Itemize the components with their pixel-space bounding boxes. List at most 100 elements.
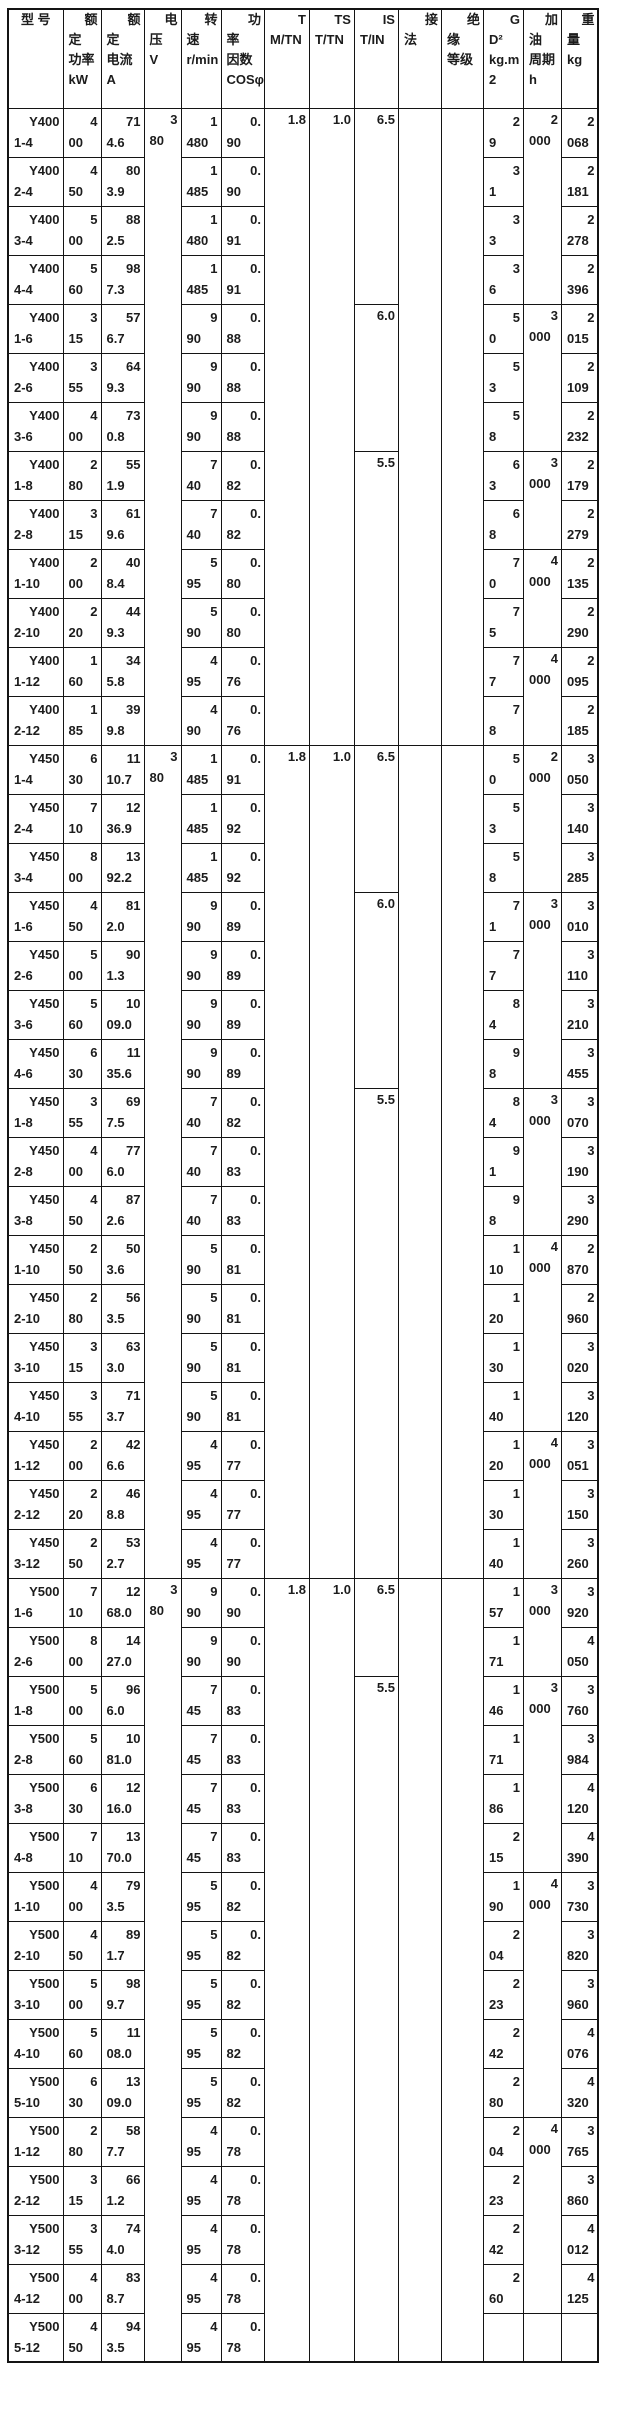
cell-current: 98 7.3 [100, 254, 145, 305]
cell-content: 12 16.0 [102, 1775, 143, 1819]
cell-line: 480 [186, 134, 209, 150]
cell-current: 94 3.5 [100, 2312, 145, 2363]
cell-line: 20 [488, 1457, 504, 1473]
cell-content: 7 10 [64, 795, 100, 839]
cell-current: 12 36.9 [100, 793, 145, 844]
cell-model: Y500 2-8 [7, 1724, 64, 1775]
cell-content: Y400 1-10 [9, 550, 62, 594]
cell-content: 2 20 [64, 1481, 100, 1525]
cell-content: 1 86 [484, 1775, 522, 1819]
cell-weight: 4 012 [560, 2214, 599, 2265]
cell-model: Y500 4-10 [7, 2018, 64, 2069]
cell-line: Y500 [29, 2122, 60, 2138]
cell-content: 61 9.6 [102, 501, 143, 545]
cell-line: 30 [68, 1065, 83, 1081]
cell-line: 140 [566, 820, 589, 836]
cell-weight: 2 870 [560, 1234, 599, 1285]
cell-line: 2-10 [14, 624, 41, 640]
cell-line: 2 [587, 113, 595, 129]
cell-content: 0. 83 [222, 1677, 263, 1721]
cell-line: 2-4 [14, 183, 33, 199]
cell-line: 6.6 [106, 1457, 125, 1473]
cell-model: Y500 3-10 [7, 1969, 64, 2020]
cell-content: 4 050 [562, 1628, 597, 1672]
cell-content: Y450 1-6 [9, 893, 62, 937]
cell-line: 4 [90, 2318, 98, 2334]
cell-line: 6 [488, 281, 497, 297]
table-row: Y500 5-12 4 50 94 3.5 4 95 0. 78 [7, 2312, 599, 2363]
cell-content: 7 40 [182, 1089, 220, 1133]
cell-content: 3 765 [562, 2118, 597, 2162]
cell-line: 58 [126, 2122, 141, 2138]
cell-line: 4-8 [14, 1849, 33, 1865]
cell-line: 0. [250, 1975, 261, 1991]
cell-power: 3 15 [62, 1332, 102, 1383]
cell-line: 80 [488, 2094, 504, 2110]
cell-line: 000 [528, 671, 551, 687]
cell-line: 5 [512, 309, 520, 325]
cell-line: 30 [488, 1359, 504, 1375]
cell-line: 77 [226, 1457, 241, 1473]
cell-line: 04 [488, 1947, 504, 1963]
cell-line: 00 [68, 575, 83, 591]
table-row: Y500 3-10 5 00 98 9.7 5 95 0. 82 2 23 3 960 [7, 1969, 599, 2020]
cell-line: 0. [250, 2171, 261, 2187]
cell-line: 95 [186, 1996, 201, 2012]
cell-cos: 0. 88 [220, 401, 265, 452]
cell-line: 87 [126, 1191, 141, 1207]
cell-line: 1 [512, 1436, 520, 1452]
cell-line: 2 [587, 456, 595, 472]
cell-power: 5 00 [62, 1675, 102, 1726]
cell-line: 1 [512, 1338, 520, 1354]
cell-line: 3 [587, 1338, 595, 1354]
cell-content: 5 60 [64, 2020, 100, 2064]
cell-line: 7.3 [106, 281, 125, 297]
cell-content: 8 00 [64, 844, 100, 888]
cell-line: 3 [550, 1091, 558, 1107]
cell-content: 2 232 [562, 403, 597, 447]
cell-gd2: 1 40 [482, 1528, 524, 1579]
cell-line: 00 [68, 232, 83, 248]
cell-line: 5 [210, 1387, 218, 1403]
cell-line: Y400 [29, 211, 60, 227]
cell-line: 290 [566, 624, 589, 640]
cell-line: 2-12 [14, 1506, 41, 1522]
cell-line: 82 [226, 2094, 241, 2110]
header-connection: 接法 [397, 8, 442, 109]
cell-content: 0. 88 [222, 403, 263, 447]
cell-line: 3 [488, 477, 497, 493]
cell-cos: 0. 80 [220, 597, 265, 648]
cell-line: 1-10 [14, 1261, 41, 1277]
cell-line: 2 [512, 2122, 520, 2138]
cell-content: 6 30 [64, 1775, 100, 1819]
cell-line: 000 [528, 769, 551, 785]
cell-speed: 4 95 [180, 1479, 222, 1530]
cell-line: 8.8 [106, 1506, 125, 1522]
cell-line: 1 [512, 1877, 520, 1893]
cell-power: 4 00 [62, 2263, 102, 2314]
cell-line: 9.6 [106, 526, 125, 542]
table-row: Y500 4-12 4 00 83 8.7 4 95 0. 78 2 60 4 125 [7, 2263, 599, 2314]
cell-line: 050 [566, 1653, 589, 1669]
table-row: Y450 3-4 8 00 13 92.2 1 485 0. 92 5 8 3 285 [7, 842, 599, 893]
cell-line: 64 [126, 358, 141, 374]
cell-content: 0. 78 [222, 2216, 263, 2260]
cell-speed: 1 485 [180, 156, 222, 207]
cell-line: 3.7 [106, 1408, 125, 1424]
cell-line: 765 [566, 2143, 589, 2159]
cell-line: 0. [250, 652, 261, 668]
cell-line: 1 [90, 652, 98, 668]
cell-content: 0. 78 [222, 2314, 263, 2358]
cell-line: 83 [126, 2269, 141, 2285]
table-row: Y500 4-8 7 10 13 70.0 7 45 0. 83 2 15 4 390 [7, 1822, 599, 1873]
cell-content: 2 20 [64, 599, 100, 643]
cell-cos: 0. 89 [220, 989, 265, 1040]
cell-ist-in: 6.0 [353, 891, 399, 1089]
cell-content: 4 95 [182, 2265, 220, 2309]
cell-content: 7 45 [182, 1775, 220, 1819]
cell-weight: 3 051 [560, 1430, 599, 1481]
